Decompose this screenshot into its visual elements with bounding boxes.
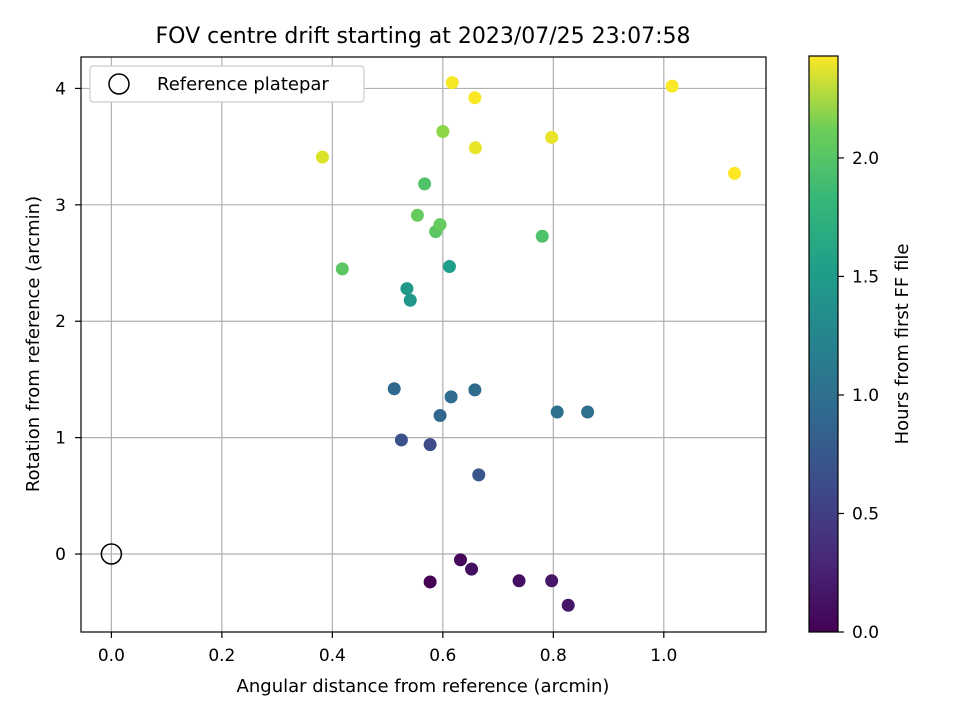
scatter-point (465, 562, 479, 576)
y-tick-label: 1 (55, 429, 66, 449)
scatter-point (436, 124, 450, 138)
scatter-point (433, 218, 447, 232)
scatter-point (512, 574, 526, 588)
scatter-point (665, 79, 679, 93)
scatter-point (468, 91, 482, 105)
y-tick-label: 0 (55, 545, 66, 565)
scatter-point (410, 208, 424, 222)
legend-marker (108, 73, 130, 95)
scatter-point (423, 575, 437, 589)
scatter-point (468, 141, 482, 155)
colorbar-gradient (809, 56, 838, 632)
scatter-point (335, 262, 349, 276)
colorbar-label: Hours from first FF file (892, 244, 913, 445)
scatter-point (445, 76, 459, 90)
scatter-point (550, 405, 564, 419)
chart-title: FOV centre drift starting at 2023/07/25 … (156, 24, 691, 49)
scatter-point (472, 468, 486, 482)
scatter-point (581, 405, 595, 419)
scatter-point (444, 390, 458, 404)
x-axis-label: Angular distance from reference (arcmin) (237, 676, 610, 697)
y-tick-label: 4 (55, 79, 66, 99)
colorbar-ticks: 0.0 0.5 1.0 1.5 2.0 (838, 149, 879, 643)
x-tick-label: 0.0 (98, 646, 125, 666)
y-axis-label: Rotation from reference (arcmin) (23, 196, 44, 492)
scatter-point (545, 130, 559, 144)
scatter-point (442, 260, 456, 274)
colorbar: 0.0 0.5 1.0 1.5 2.0 Hours from first FF file (808, 55, 913, 643)
scatter-point (561, 598, 575, 612)
scatter-point (400, 282, 414, 296)
y-tick-label: 2 (55, 312, 66, 332)
scatter-point (403, 293, 417, 307)
x-tick-label: 0.6 (429, 646, 456, 666)
scatter-points (315, 76, 742, 612)
scatter-point (468, 383, 482, 397)
scatter-point (545, 574, 559, 588)
x-tick-label: 0.4 (319, 646, 346, 666)
colorbar-frame (808, 55, 839, 633)
colorbar-tick-label: 1.5 (852, 267, 879, 287)
legend-box (89, 65, 365, 103)
scatter-point (315, 150, 329, 164)
scatter-point (454, 553, 468, 567)
x-tick-label: 1.0 (650, 646, 677, 666)
colorbar-tick-label: 0.5 (852, 504, 879, 524)
legend: Reference platepar (89, 65, 365, 103)
scatter-point (728, 166, 742, 180)
plot-frame (80, 56, 767, 633)
x-tick-label: 0.8 (540, 646, 567, 666)
scatter-point (418, 177, 432, 191)
y-tick-label: 3 (55, 196, 66, 216)
colorbar-tick-label: 1.0 (852, 386, 879, 406)
x-tick-label: 0.2 (208, 646, 235, 666)
x-axis-ticks: 0.0 0.2 0.4 0.6 0.8 1.0 (98, 632, 677, 666)
y-axis-ticks: 0 1 2 3 4 (55, 79, 81, 565)
colorbar-tick-label: 0.0 (852, 623, 879, 643)
scatter-point (423, 438, 437, 452)
reference-platepar-marker (100, 543, 123, 565)
legend-label: Reference platepar (157, 74, 329, 95)
scatter-point (387, 382, 401, 396)
colorbar-tick-label: 2.0 (852, 149, 879, 169)
scatter-point (433, 409, 447, 423)
grid-lines (81, 57, 766, 632)
scatter-point (535, 229, 549, 243)
scatter-point (394, 433, 408, 447)
